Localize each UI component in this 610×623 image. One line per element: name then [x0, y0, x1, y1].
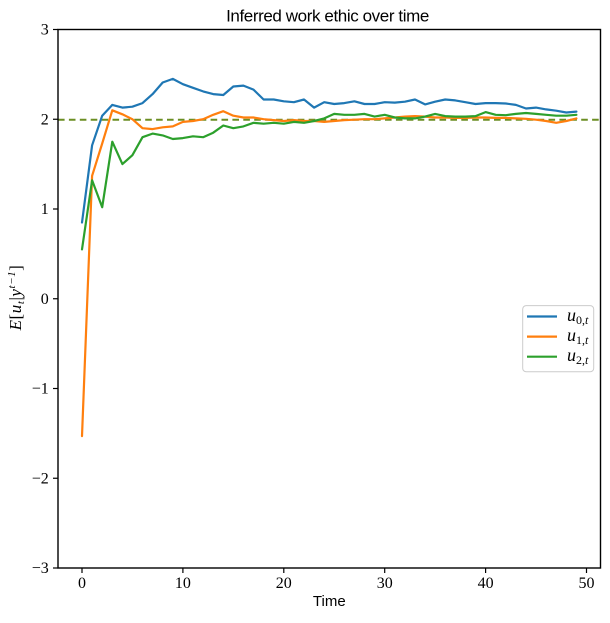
- svg-text:−3: −3: [32, 560, 49, 577]
- svg-text:10: 10: [175, 575, 191, 592]
- svg-text:20: 20: [276, 575, 292, 592]
- svg-text:3: 3: [41, 22, 49, 39]
- svg-text:2: 2: [41, 111, 49, 128]
- svg-text:−2: −2: [32, 470, 49, 487]
- svg-text:1: 1: [41, 201, 49, 218]
- svg-text:Time: Time: [313, 593, 346, 610]
- svg-text:−1: −1: [32, 381, 49, 398]
- svg-text:40: 40: [478, 575, 494, 592]
- svg-text:Inferred work ethic over time: Inferred work ethic over time: [226, 6, 429, 25]
- svg-text:30: 30: [377, 575, 393, 592]
- svg-text:0: 0: [41, 291, 49, 308]
- svg-text:50: 50: [579, 575, 595, 592]
- svg-text:0: 0: [78, 575, 86, 592]
